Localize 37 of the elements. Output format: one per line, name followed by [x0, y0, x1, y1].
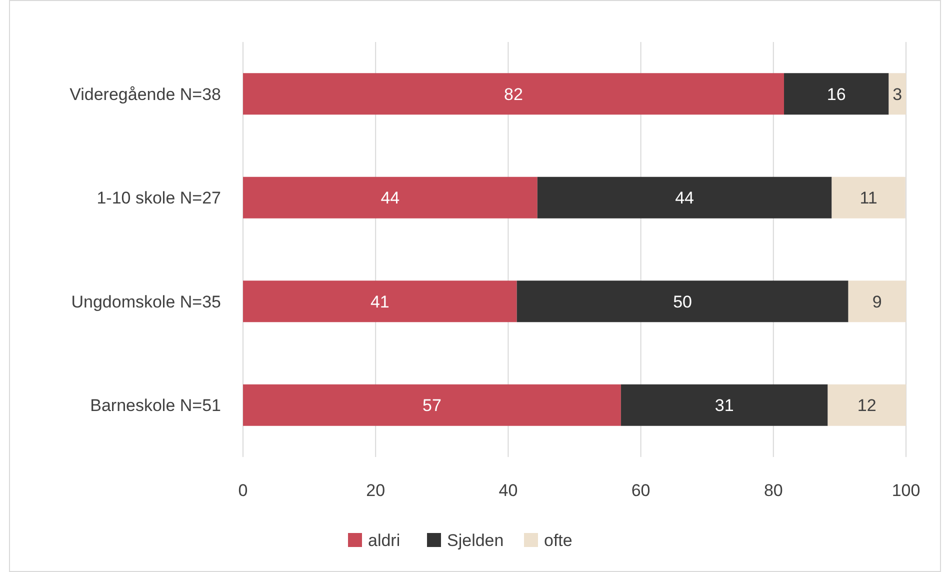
bar — [888, 73, 906, 115]
data-label: 11 — [860, 188, 878, 208]
bar — [784, 73, 889, 115]
x-tick-label: 0 — [238, 480, 248, 500]
y-tick-label: Ungdomskole N=35 — [71, 292, 221, 312]
bar — [620, 384, 828, 426]
y-tick-label: Barneskole N=51 — [90, 396, 221, 416]
bar — [828, 384, 906, 426]
bar — [243, 176, 538, 218]
bar — [516, 280, 848, 322]
legend-label: aldri — [368, 530, 400, 550]
x-tick-label: 20 — [366, 480, 386, 500]
data-label: 9 — [872, 292, 882, 312]
x-tick-label: 40 — [498, 480, 518, 500]
data-label: 82 — [504, 84, 523, 104]
data-label: 16 — [826, 84, 846, 104]
bar — [537, 176, 832, 218]
data-label: 3 — [892, 84, 902, 104]
data-label: 44 — [675, 188, 694, 208]
data-label: 41 — [370, 292, 390, 312]
data-label: 12 — [857, 396, 876, 416]
bar — [832, 176, 906, 218]
bar — [243, 384, 621, 426]
x-tick-label: 80 — [764, 480, 783, 500]
y-tick-label: 1-10 skole N=27 — [96, 188, 221, 208]
bar — [243, 73, 784, 115]
data-label: 50 — [673, 292, 692, 312]
x-tick-label: 60 — [631, 480, 650, 500]
x-tick-label: 100 — [892, 480, 920, 500]
bar — [243, 280, 517, 322]
bar — [848, 280, 906, 322]
legend-label: Sjelden — [447, 530, 504, 550]
y-tick-label: Videregående N=38 — [70, 84, 221, 104]
data-label: 44 — [380, 188, 400, 208]
data-label: 57 — [422, 396, 442, 416]
data-label: 31 — [714, 396, 734, 416]
legend-label: ofte — [544, 530, 572, 550]
